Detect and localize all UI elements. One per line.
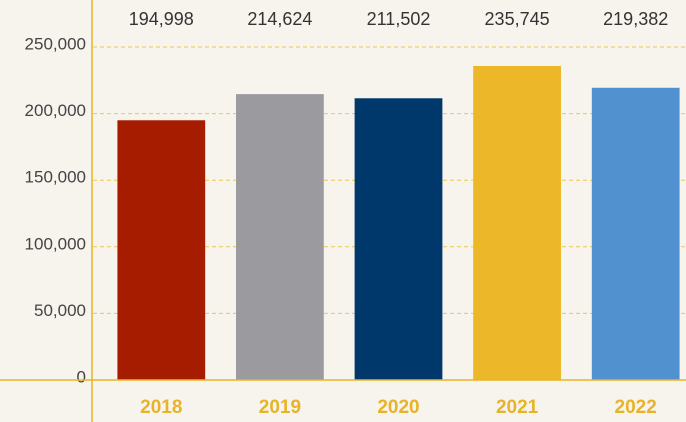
value-label: 211,502	[367, 9, 431, 29]
bar	[591, 87, 680, 380]
bar	[236, 94, 324, 380]
bar	[354, 98, 443, 381]
value-label: 235,745	[485, 9, 550, 29]
x-tick-label: 2021	[496, 397, 539, 418]
y-tick-label: 250,000	[25, 34, 86, 53]
y-tick-label: 150,000	[25, 168, 86, 187]
bar	[117, 120, 206, 380]
plot: 0 50,000 100,000 150,000 200,000 250,000 2018 1…	[25, 9, 686, 418]
bar	[473, 65, 561, 380]
y-tick-label: 200,000	[25, 101, 86, 120]
value-label: 219,382	[603, 9, 668, 29]
x-tick-label: 2022	[615, 397, 657, 418]
y-tick-label: 100,000	[25, 234, 86, 253]
x-tick-label: 2018	[140, 397, 182, 418]
y-tick-label: 0	[77, 367, 86, 386]
value-label: 214,624	[247, 9, 312, 29]
value-label: 194,998	[129, 9, 194, 29]
y-tick-label: 50,000	[34, 301, 86, 320]
x-tick-label: 2019	[259, 397, 301, 418]
x-tick-label: 2020	[377, 397, 419, 418]
